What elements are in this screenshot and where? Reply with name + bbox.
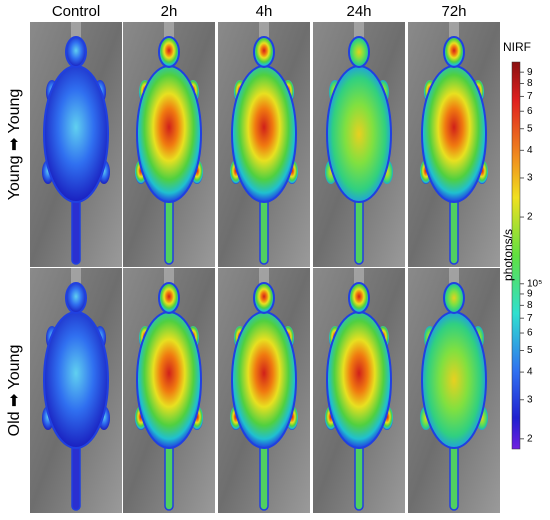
mouse-image — [123, 268, 215, 513]
column-label: 72h — [441, 3, 466, 20]
row-label: Young ➡ Young — [6, 89, 23, 201]
tail — [164, 442, 174, 511]
head — [253, 36, 275, 68]
colorbar-tick-label: 7 — [527, 91, 533, 102]
body — [43, 311, 109, 449]
mouse-image — [313, 22, 405, 267]
head — [348, 282, 370, 314]
colorbar-tick-label: 3 — [527, 394, 533, 405]
head — [443, 36, 465, 68]
colorbar-tick-label: 6 — [527, 106, 533, 117]
head — [443, 282, 465, 314]
colorbar-tick-label: 8 — [527, 300, 533, 311]
mouse-image — [408, 22, 500, 267]
colorbar-tick-label: 7 — [527, 313, 533, 324]
tail — [71, 196, 81, 265]
head — [253, 282, 275, 314]
row-label: Old ➡ Young — [6, 345, 23, 437]
tail — [354, 196, 364, 265]
tail — [259, 196, 269, 265]
colorbar-tick-label: 5 — [527, 345, 533, 356]
body — [326, 65, 392, 203]
tube — [449, 22, 459, 42]
colorbar-tick-label: 3 — [527, 173, 533, 184]
tail — [449, 442, 459, 511]
colorbar-tick-label: 4 — [527, 145, 533, 156]
head — [158, 36, 180, 68]
colorbar-tick-label: 6 — [527, 328, 533, 339]
tail — [71, 442, 81, 511]
colorbar-tick-label: 8 — [527, 78, 533, 89]
column-label: 24h — [346, 3, 371, 20]
tube — [259, 268, 269, 288]
column-label: 2h — [161, 3, 178, 20]
tube — [164, 22, 174, 42]
colorbar-tick-label: 10⁵ — [527, 278, 542, 289]
body — [231, 311, 297, 449]
body — [421, 311, 487, 449]
colorbar-label: photons/s — [501, 229, 515, 281]
tail — [354, 442, 364, 511]
body — [43, 65, 109, 203]
tube — [259, 22, 269, 42]
colorbar-tick-label: 2 — [527, 433, 533, 444]
mouse-image — [30, 22, 122, 267]
colorbar-gradient — [511, 61, 521, 450]
tube — [71, 22, 81, 42]
colorbar-tick-label: 9 — [527, 67, 533, 78]
head — [348, 36, 370, 68]
colorbar-tick-label: 2 — [527, 212, 533, 223]
tube — [354, 22, 364, 42]
colorbar-tick-label: 4 — [527, 367, 533, 378]
head — [65, 282, 87, 314]
tail — [449, 196, 459, 265]
tail — [164, 196, 174, 265]
tube — [449, 268, 459, 288]
mouse-image — [313, 268, 405, 513]
image-grid — [30, 22, 500, 513]
labels: Control 2h 4h 24h 72h Young ➡ Young Old ➡ Youn… — [6, 3, 466, 436]
mouse-image — [218, 268, 310, 513]
tube — [354, 268, 364, 288]
colorbar-tick-label: 5 — [527, 123, 533, 134]
tail — [259, 442, 269, 511]
body — [136, 311, 202, 449]
tube — [71, 268, 81, 288]
column-label: 4h — [256, 3, 273, 20]
body — [231, 65, 297, 203]
colorbar-title: NIRF — [503, 40, 531, 54]
head — [158, 282, 180, 314]
body — [421, 65, 487, 203]
mouse-image — [123, 22, 215, 267]
mouse-image — [218, 22, 310, 267]
colorbar-tick-label: 9 — [527, 289, 533, 300]
body — [326, 311, 392, 449]
head — [65, 36, 87, 68]
column-label: Control — [52, 3, 100, 20]
mouse-image — [30, 268, 122, 513]
body — [136, 65, 202, 203]
tube — [164, 268, 174, 288]
mouse-image — [408, 268, 500, 513]
